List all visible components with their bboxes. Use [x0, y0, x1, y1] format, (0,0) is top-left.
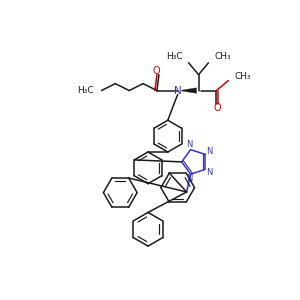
Text: N: N [186, 174, 192, 183]
Text: H₃C: H₃C [166, 52, 183, 62]
Text: CH₃: CH₃ [214, 52, 231, 62]
Text: H₃C: H₃C [77, 86, 94, 95]
Text: O: O [152, 66, 160, 76]
Text: N: N [186, 140, 192, 149]
Polygon shape [182, 88, 196, 93]
Text: N: N [174, 85, 182, 96]
Text: O: O [214, 103, 221, 113]
Text: N: N [206, 147, 212, 156]
Text: CH₃: CH₃ [234, 72, 251, 81]
Text: N: N [206, 168, 212, 177]
